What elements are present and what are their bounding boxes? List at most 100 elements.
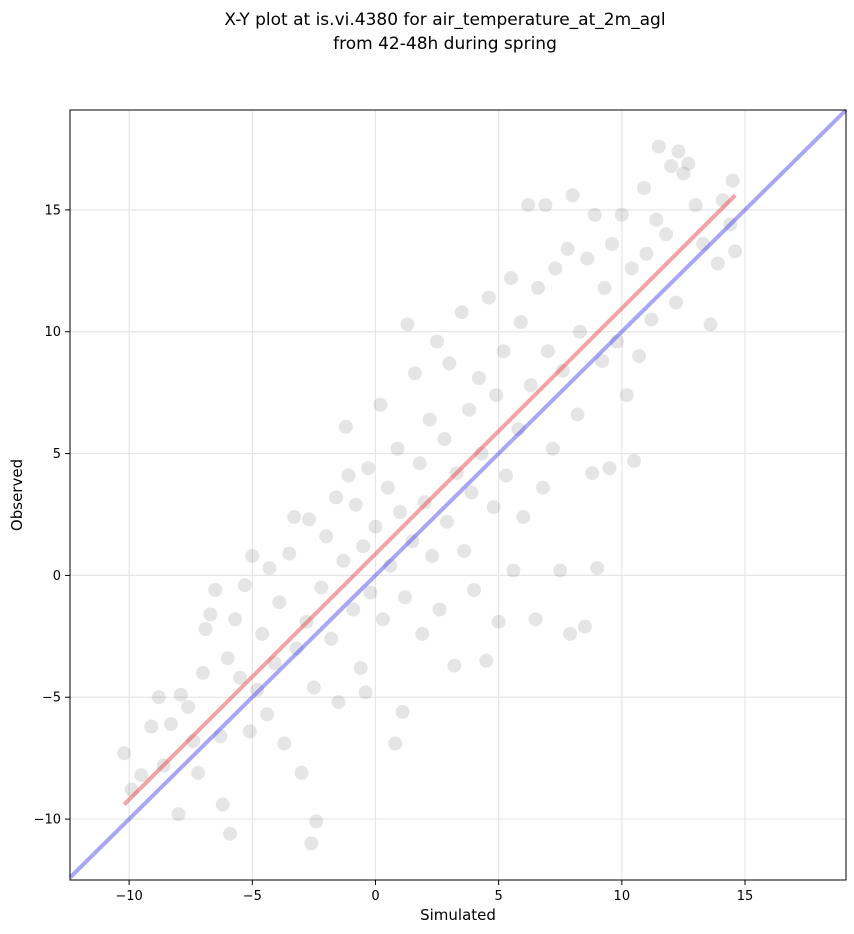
- y-tick-label: −5: [42, 691, 61, 706]
- scatter-point: [388, 736, 403, 751]
- scatter-point: [590, 561, 605, 576]
- scatter-point: [203, 607, 218, 622]
- scatter-point: [587, 207, 602, 222]
- scatter-point: [173, 687, 188, 702]
- scatter-point: [664, 159, 679, 173]
- scatter-point: [619, 388, 634, 403]
- scatter-point: [464, 485, 479, 500]
- scatter-point: [319, 529, 334, 544]
- scatter-point: [516, 509, 531, 524]
- scatter-point: [144, 719, 159, 734]
- scatter-point: [171, 807, 186, 822]
- scatter-point: [223, 826, 238, 841]
- scatter-point: [570, 407, 585, 422]
- scatter-point: [491, 614, 506, 629]
- scatter-point: [531, 280, 546, 295]
- scatter-point: [400, 317, 415, 332]
- scatter-point: [208, 583, 223, 597]
- scatter-point: [346, 602, 361, 617]
- chart-title-line-2: from 42-48h during spring: [333, 34, 557, 54]
- scatter-point: [398, 590, 412, 605]
- scatter-point: [262, 561, 277, 576]
- scatter-point: [462, 402, 477, 417]
- scatter-point: [282, 546, 297, 561]
- scatter-point: [513, 315, 528, 329]
- identity-line: [68, 108, 848, 879]
- scatter-point: [548, 261, 563, 276]
- scatter-point: [432, 602, 447, 617]
- scatter-point: [302, 512, 316, 527]
- scatter-point: [553, 563, 568, 578]
- scatter-point: [595, 354, 610, 368]
- scatter-point: [412, 456, 427, 471]
- x-axis-label: Simulated: [420, 906, 496, 924]
- scatter-point: [255, 626, 270, 641]
- scatter-point: [215, 797, 230, 812]
- scatter-point: [651, 139, 666, 154]
- scatter-point: [545, 441, 560, 456]
- scatter-point: [442, 356, 457, 371]
- scatter-point: [304, 836, 319, 851]
- scatter-point: [415, 626, 430, 641]
- scatter-point: [649, 212, 664, 227]
- scatter-point: [405, 534, 420, 549]
- scatter-point: [422, 412, 437, 427]
- scatter-point: [373, 397, 388, 412]
- scatter-point: [228, 612, 243, 627]
- scatter-point: [609, 334, 624, 349]
- y-axis-ticks: −10 −5 0 5 10 15: [34, 203, 70, 828]
- x-tick-label: −10: [115, 889, 142, 904]
- x-tick-label: −5: [243, 889, 262, 904]
- scatter-point: [196, 665, 210, 680]
- scatter-point: [486, 500, 501, 515]
- scatter-point: [597, 280, 612, 295]
- scatter-point: [725, 173, 740, 188]
- scatter-point: [585, 466, 600, 481]
- scatter-point: [358, 685, 373, 700]
- scatter-point: [314, 580, 329, 595]
- scatter-point: [669, 295, 683, 310]
- scatter-point: [437, 432, 452, 446]
- scatter-point: [309, 814, 324, 829]
- x-tick-label: 15: [737, 889, 754, 904]
- scatter-point: [624, 261, 639, 276]
- scatter-point: [198, 622, 213, 636]
- scatter-point: [250, 682, 265, 697]
- scatter-point: [356, 539, 371, 554]
- scatter-point: [272, 595, 287, 610]
- scatter-point: [306, 680, 321, 695]
- scatter-point: [489, 388, 504, 403]
- scatter-point: [287, 509, 302, 524]
- scatter-point: [504, 271, 518, 286]
- scatter-point: [151, 690, 166, 705]
- x-tick-label: 0: [371, 889, 379, 904]
- scatter-point: [430, 334, 445, 349]
- scatter-point: [605, 237, 619, 251]
- scatter-point: [348, 497, 363, 512]
- scatter-point: [336, 553, 351, 568]
- scatter-point: [329, 490, 344, 505]
- scatter-point: [496, 344, 511, 359]
- scatter-point: [639, 246, 654, 261]
- y-axis-label: Observed: [8, 459, 26, 531]
- scatter-point: [338, 419, 353, 434]
- y-tick-label: 5: [53, 447, 61, 462]
- scatter-point: [723, 217, 738, 232]
- scatter-point: [580, 251, 595, 266]
- scatter-point: [681, 156, 696, 171]
- scatter-point: [632, 349, 647, 364]
- scatter-point: [703, 317, 718, 332]
- scatter-point: [181, 700, 196, 714]
- scatter-point: [523, 378, 538, 393]
- y-tick-label: −10: [34, 813, 61, 828]
- scatter-point: [671, 144, 686, 159]
- scatter-point: [467, 583, 481, 597]
- scatter-point: [454, 305, 469, 320]
- scatter-point: [353, 661, 368, 675]
- scatter-point: [390, 441, 405, 456]
- scatter-point: [457, 544, 472, 558]
- scatter-point: [506, 563, 521, 578]
- scatter-point: [245, 548, 260, 563]
- scatter-point: [602, 461, 617, 476]
